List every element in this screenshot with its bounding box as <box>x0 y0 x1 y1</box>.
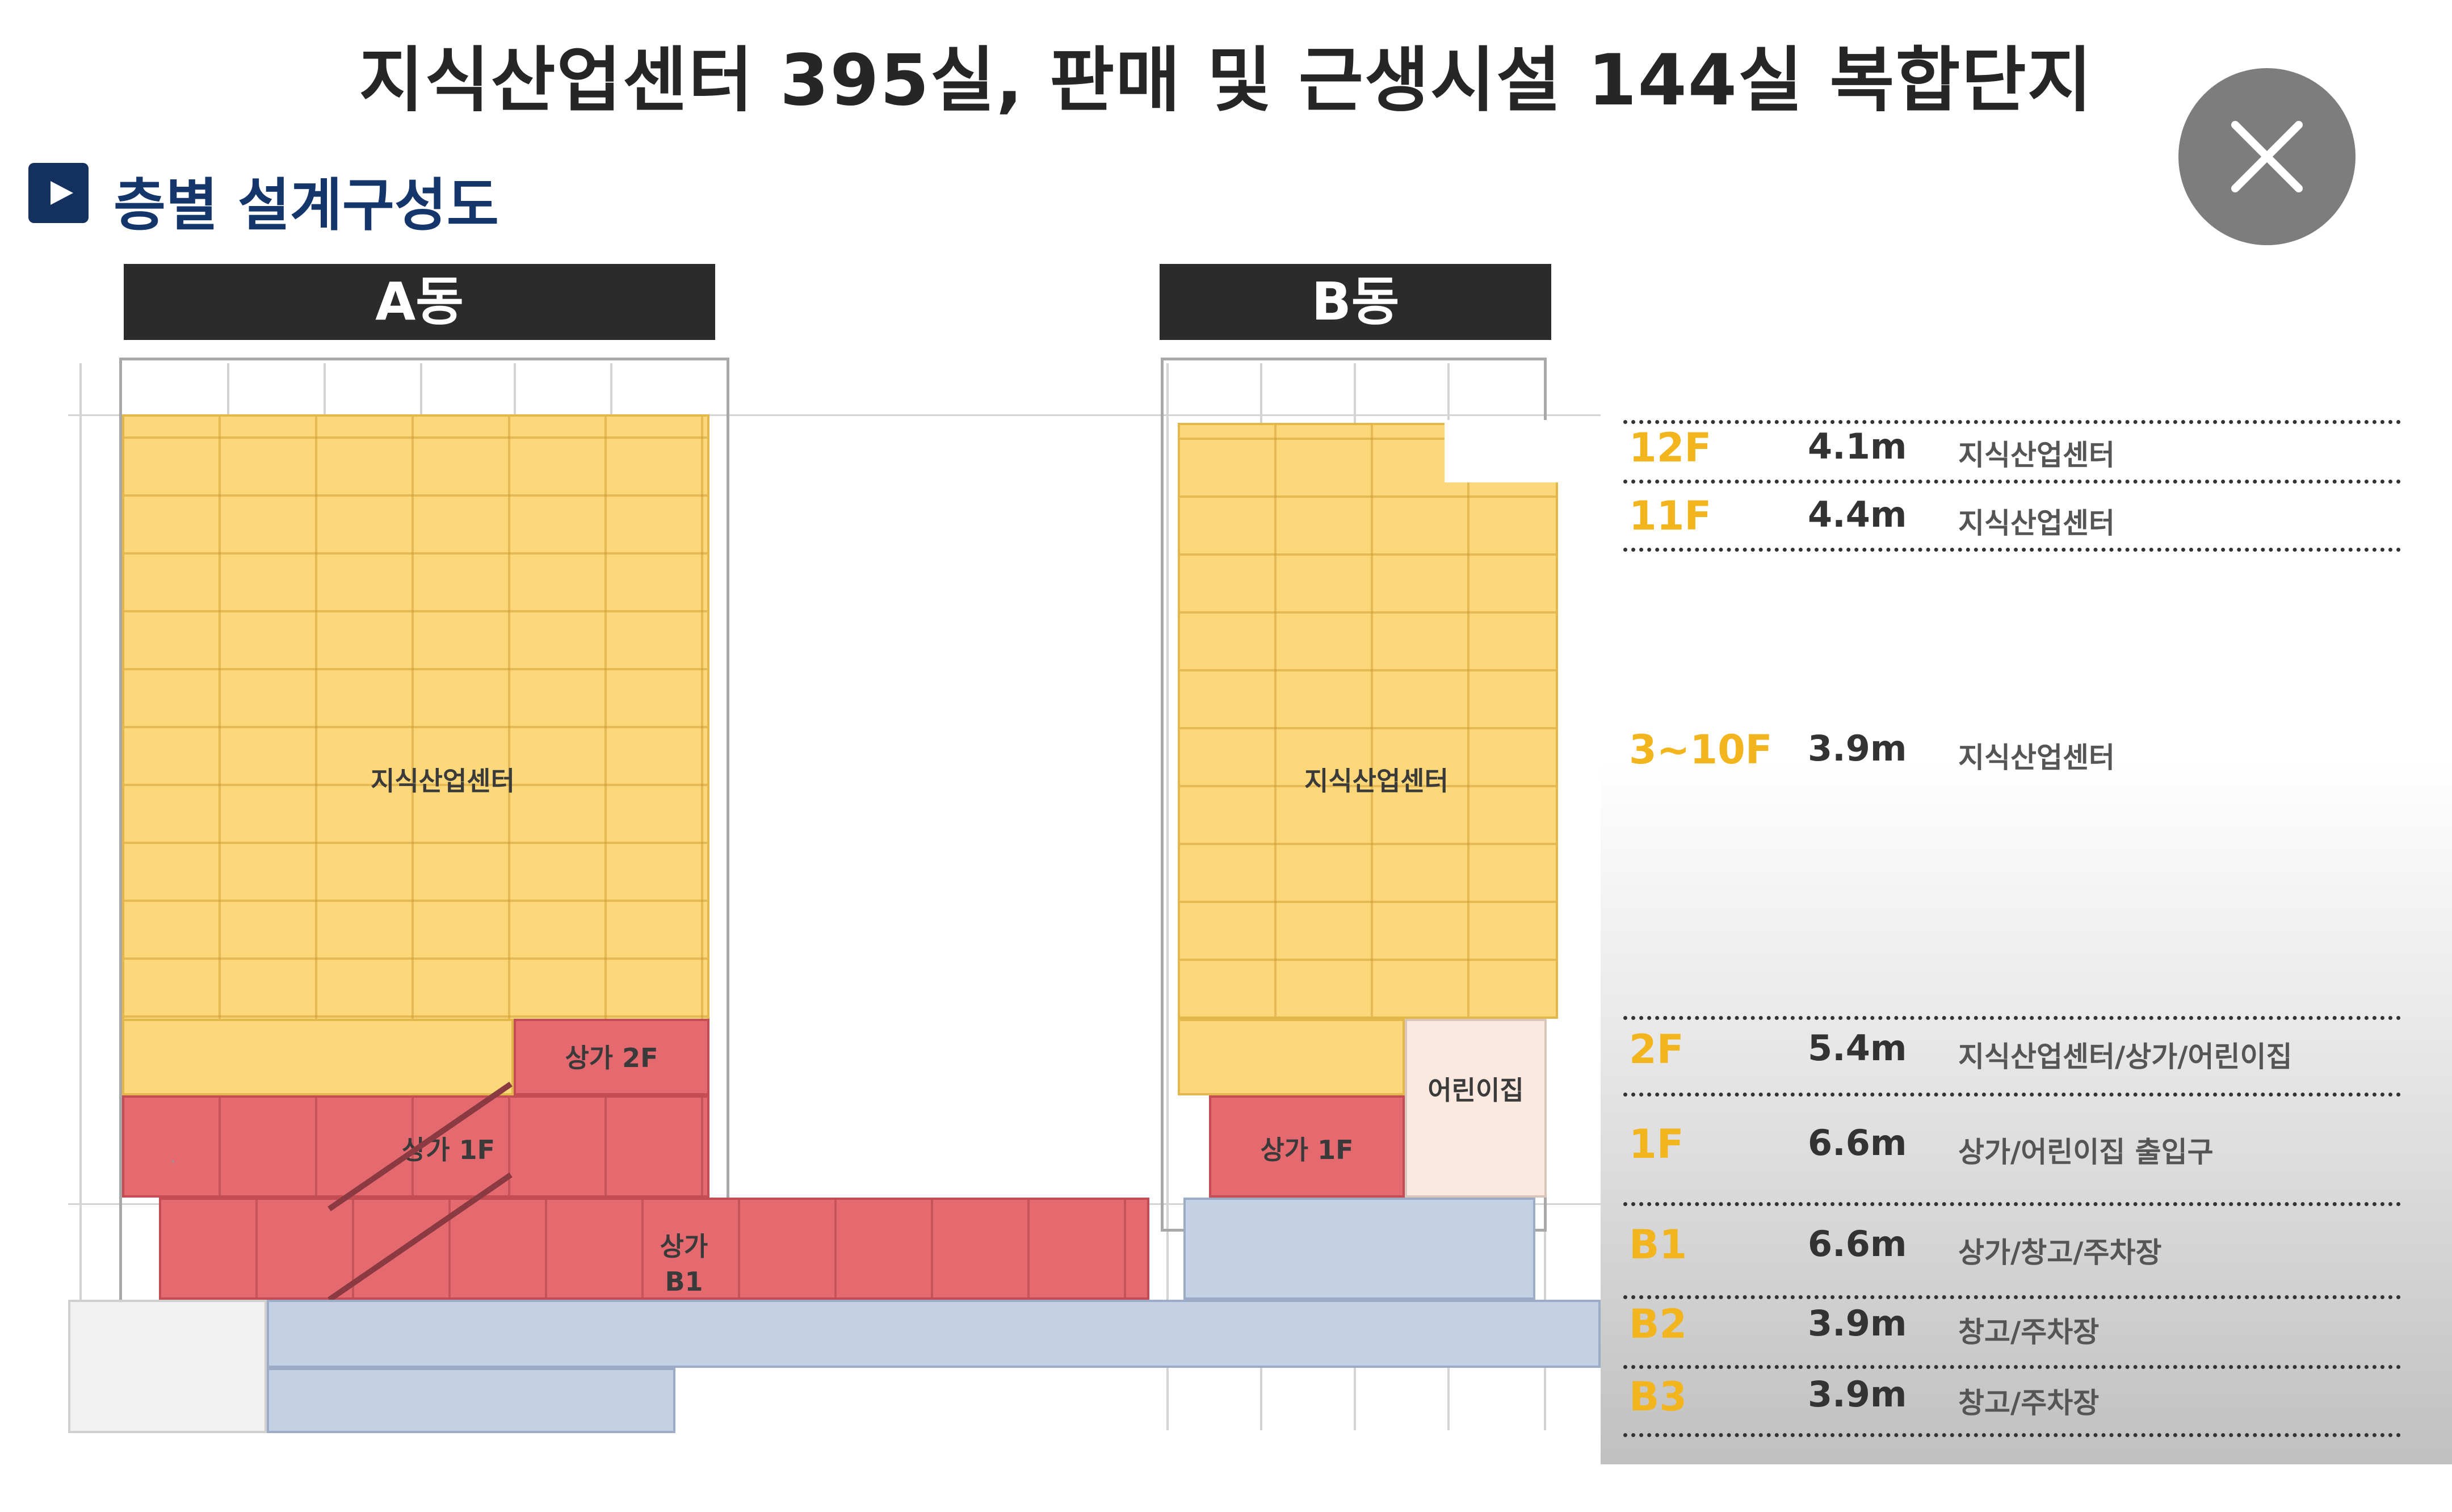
background-photo <box>1601 761 2452 1464</box>
section-title: 층별 설계구성도 <box>114 172 499 238</box>
parking-b3-zone <box>267 1368 675 1433</box>
floor-label: 12F <box>1629 425 1712 471</box>
floor-label: 3~10F <box>1629 726 1773 773</box>
close-button[interactable] <box>2178 68 2356 245</box>
b-office-zone <box>1178 423 1558 1019</box>
a-shop-2f-label: 상가 2F <box>565 1043 658 1073</box>
floor-use: 지식산업센터 <box>1958 507 2115 540</box>
b-office-label: 지식산업센터 <box>1304 766 1448 796</box>
floor-use: 상가/창고/주차장 <box>1958 1236 2162 1269</box>
b-shop-1f-label: 상가 1F <box>1260 1135 1354 1165</box>
b-daycare-label: 어린이집 <box>1427 1075 1524 1106</box>
parking-b2-zone <box>267 1300 1601 1368</box>
b-b1-parking-zone <box>1183 1198 1535 1300</box>
floor-label: B2 <box>1629 1301 1687 1347</box>
floor-label: 11F <box>1629 493 1712 539</box>
floor-height: 3.9m <box>1808 1303 1907 1344</box>
floor-height: 6.6m <box>1808 1223 1907 1265</box>
floor-height: 3.9m <box>1808 1374 1907 1415</box>
floor-use: 지식산업센터 <box>1958 439 2115 472</box>
b-daycare-zone <box>1405 1019 1547 1198</box>
floor-height: 5.4m <box>1808 1027 1907 1069</box>
a-2f-office-zone <box>122 1019 514 1095</box>
a-office-label: 지식산업센터 <box>371 766 515 796</box>
section-diagram: 지식산업센터 상가 2F 상가 1F · 상가 B1 지식산업센터 상가 1F … <box>0 341 1601 1453</box>
building-b-label: B동 <box>1160 264 1551 340</box>
close-icon <box>2231 121 2303 192</box>
floor-height: 4.4m <box>1808 494 1907 535</box>
floor-use: 상가/어린이집 출입구 <box>1958 1136 2214 1169</box>
page-title: 지식산업센터 395실, 판매 및 근생시설 144실 복합단지 <box>359 40 2093 121</box>
shop-b1-zone <box>159 1198 1149 1300</box>
play-icon <box>28 163 89 223</box>
floor-label: 2F <box>1629 1026 1684 1073</box>
floor-height: 6.6m <box>1808 1122 1907 1164</box>
b-shop-1f-zone <box>1209 1095 1405 1198</box>
floor-use: 지식산업센터 <box>1958 741 2115 774</box>
floor-use: 창고/주차장 <box>1958 1387 2100 1419</box>
floor-label: B1 <box>1629 1221 1687 1268</box>
storage-zone <box>68 1300 267 1433</box>
shop-b1-label: 상가 B1 <box>660 1231 708 1297</box>
a-office-zone <box>122 414 709 1076</box>
floor-use: 창고/주차장 <box>1958 1316 2100 1349</box>
building-a-label: A동 <box>124 264 715 340</box>
floor-label: 1F <box>1629 1121 1684 1167</box>
floor-use: 지식산업센터/상가/어린이집 <box>1958 1040 2293 1073</box>
a-shop-2f-zone <box>514 1019 709 1095</box>
escalator-icon <box>328 1081 513 1303</box>
floor-label: B3 <box>1629 1374 1687 1420</box>
floor-height: 3.9m <box>1808 728 1907 769</box>
floor-height: 4.1m <box>1808 426 1907 467</box>
b-2f-office-zone <box>1178 1019 1405 1095</box>
